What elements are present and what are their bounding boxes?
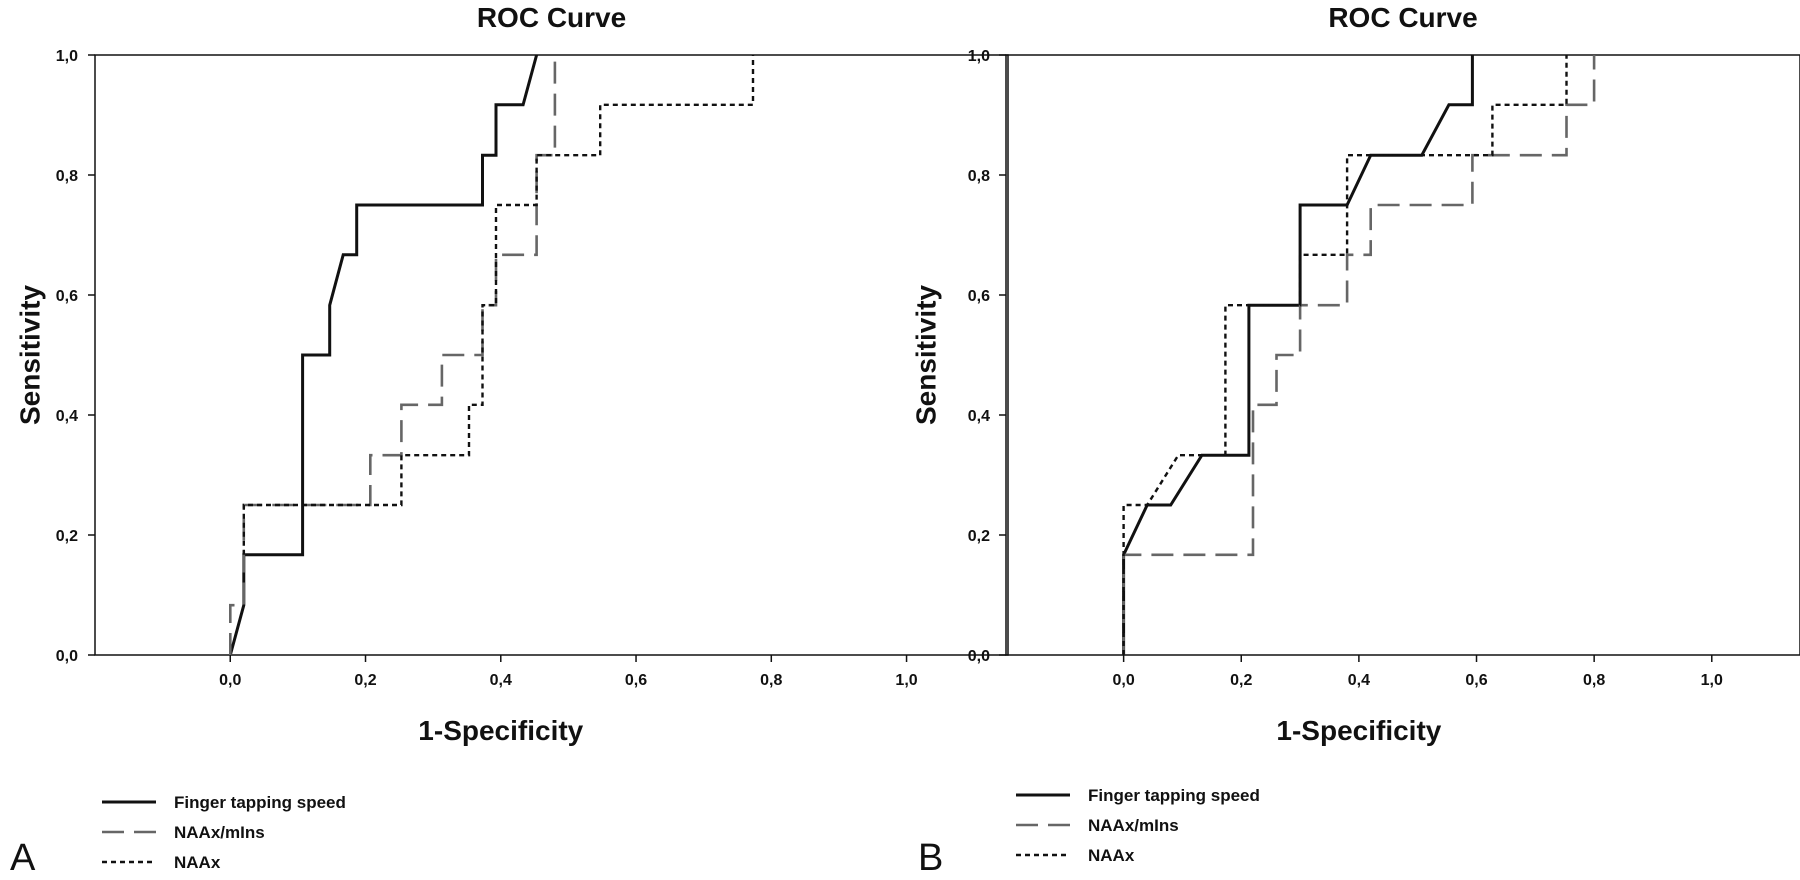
- y-tick-label: 0,8: [56, 168, 78, 185]
- roc-panel-b: ROC Curve 0,0 0,2 0,4 0,6 0,8 1,0 0,0 0,2 0,4 0,6 0…: [911, 2, 1800, 879]
- legend-label: NAAx/mIns: [1088, 816, 1179, 835]
- plot-frame: [1005, 54, 1800, 656]
- y-tick-label: 0,2: [968, 528, 990, 545]
- series-line-naax-mins: [229, 55, 557, 655]
- x-tick-label: 0,2: [354, 672, 376, 689]
- panel-letter: A: [10, 837, 36, 879]
- x-tick-label: 0,4: [1348, 672, 1370, 689]
- x-tick-label: 0,8: [1583, 672, 1605, 689]
- y-tick-label: 0,4: [56, 408, 78, 425]
- series-line-naax: [1122, 55, 1568, 655]
- y-tick-label: 0,0: [56, 648, 78, 665]
- x-tick-label: 0,4: [490, 672, 512, 689]
- y-tick-label: 0,6: [56, 288, 78, 305]
- y-axis-label: Sensitivity: [911, 285, 942, 425]
- x-axis-label: 1-Specificity: [1276, 715, 1441, 746]
- x-axis-label: 1-Specificity: [418, 715, 583, 746]
- legend-label: NAAx/mIns: [174, 823, 265, 842]
- series-line-naax: [242, 55, 755, 555]
- y-tick-label: 0,0: [968, 648, 990, 665]
- legend-label: NAAx: [174, 853, 221, 872]
- x-tick-label: 0,0: [1113, 672, 1135, 689]
- roc-panel-a: ROC Curve 0,0 0,2 0,4 0,6 0,8 1,0 0,0 0,2 0,4 0,6 0…: [10, 2, 1009, 879]
- series-line-naax-mins: [1122, 55, 1596, 655]
- chart-title: ROC Curve: [477, 2, 626, 33]
- x-tick-label: 0,8: [760, 672, 782, 689]
- x-tick-label: 0,6: [625, 672, 647, 689]
- y-tick-label: 1,0: [56, 48, 78, 65]
- legend-label: Finger tapping speed: [174, 793, 346, 812]
- plot-frame: [94, 54, 1009, 656]
- x-tick-label: 0,2: [1230, 672, 1252, 689]
- x-tick-label: 1,0: [895, 672, 917, 689]
- y-axis-label: Sensitivity: [15, 285, 46, 425]
- y-tick-label: 0,4: [968, 408, 990, 425]
- legend-label: NAAx: [1088, 846, 1135, 865]
- series-line-finger-tapping-speed: [1122, 55, 1474, 655]
- x-tick-label: 0,6: [1465, 672, 1487, 689]
- y-tick-label: 0,2: [56, 528, 78, 545]
- y-tick-label: 0,8: [968, 168, 990, 185]
- legend-label: Finger tapping speed: [1088, 786, 1260, 805]
- series-line-finger-tapping-speed: [228, 54, 539, 656]
- x-tick-label: 0,0: [219, 672, 241, 689]
- panel-letter: B: [918, 837, 943, 879]
- x-tick-label: 1,0: [1701, 672, 1723, 689]
- y-tick-label: 1,0: [968, 48, 990, 65]
- y-tick-label: 0,6: [968, 288, 990, 305]
- chart-title: ROC Curve: [1328, 2, 1477, 33]
